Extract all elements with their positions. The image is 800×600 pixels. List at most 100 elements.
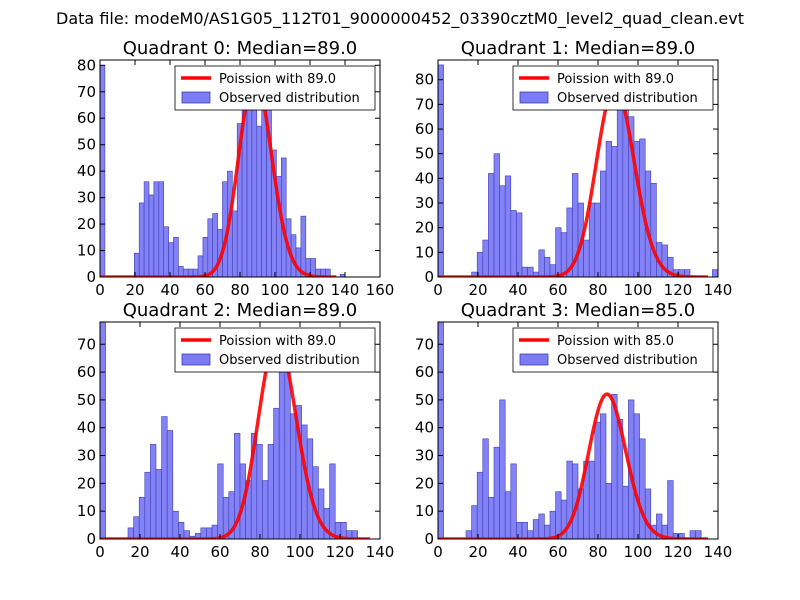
x-tick-label: 0 xyxy=(433,543,443,561)
y-tick-label: 80 xyxy=(77,56,96,74)
histogram-bar xyxy=(644,488,652,539)
y-tick-label: 40 xyxy=(415,419,434,437)
histogram-bar xyxy=(256,444,263,539)
histogram-bar xyxy=(351,530,358,539)
histogram-bar xyxy=(504,491,512,539)
histogram-bar xyxy=(510,210,517,277)
histogram-bar xyxy=(158,181,165,277)
histogram-bar xyxy=(153,181,160,277)
legend-poisson-label: Poission with 89.0 xyxy=(219,334,336,349)
x-tick-label: 100 xyxy=(624,543,653,561)
histogram-bar xyxy=(600,413,607,539)
x-tick-label: 60 xyxy=(210,543,229,561)
x-tick-label: 20 xyxy=(468,281,487,299)
histogram-bar xyxy=(138,496,146,539)
y-tick-label: 50 xyxy=(77,136,96,154)
histogram-bar xyxy=(488,173,495,277)
y-tick-label: 20 xyxy=(415,219,434,237)
legend-observed-label: Observed distribution xyxy=(219,91,360,106)
chart-title: Quadrant 1: Median=89.0 xyxy=(461,38,696,59)
axes-frame xyxy=(99,321,381,540)
x-tick-label: 100 xyxy=(624,281,653,299)
histogram-bar xyxy=(622,485,629,539)
legend: Poission with 89.0 Observed distribution xyxy=(174,65,376,111)
histogram-bar xyxy=(695,530,702,539)
x-tick-label: 100 xyxy=(286,543,315,561)
y-tick-label: 50 xyxy=(415,391,434,409)
y-tick-label: 30 xyxy=(415,447,434,465)
histogram-bar xyxy=(329,463,336,539)
histogram-bar xyxy=(318,488,325,539)
histogram-bar xyxy=(650,182,657,277)
x-tick-label: 120 xyxy=(664,281,693,299)
chart-panel-2: 0 20 40 60 80 100 120 140 0 10 20 30 40 50 60 70 Quadran… xyxy=(77,300,394,561)
histogram-bar xyxy=(148,194,155,277)
y-tick-label: 50 xyxy=(415,145,434,163)
legend: Poission with 85.0 Observed distribution xyxy=(512,327,714,373)
histogram-bar xyxy=(476,471,484,539)
histogram-bar xyxy=(521,522,528,539)
x-tick-label: 160 xyxy=(366,281,395,299)
legend-poisson-label: Poission with 89.0 xyxy=(557,72,674,87)
chart-title: Quadrant 2: Median=89.0 xyxy=(123,300,358,321)
histogram-bar xyxy=(482,438,489,539)
histogram-bar xyxy=(438,64,444,277)
histogram-bar xyxy=(555,227,562,277)
histogram-bar xyxy=(197,255,204,277)
y-tick-label: 0 xyxy=(86,268,96,286)
histogram-bar xyxy=(300,215,307,277)
y-tick-label: 70 xyxy=(77,335,96,353)
histogram-bar xyxy=(549,510,556,539)
y-tick-label: 40 xyxy=(77,162,96,180)
x-tick-label: 140 xyxy=(331,281,360,299)
x-tick-label: 0 xyxy=(95,281,105,299)
legend-observed-label: Observed distribution xyxy=(219,353,360,368)
histogram-bar xyxy=(594,421,601,539)
chart-panel-1: 0 20 40 60 80 100 120 140 0 10 20 30 40 50 60 70 80 Quadr… xyxy=(415,38,732,299)
histogram-bar xyxy=(510,463,517,539)
x-tick-label: 140 xyxy=(366,543,395,561)
bars-group xyxy=(438,322,709,539)
legend-observed-label: Observed distribution xyxy=(557,91,698,106)
histogram-bar xyxy=(488,496,495,539)
bars-group xyxy=(438,64,718,277)
figure-suptitle: Data file: modeM0/AS1G05_112T01_90000004… xyxy=(56,9,744,29)
histogram-bar xyxy=(217,463,224,539)
legend-poisson-label: Poission with 89.0 xyxy=(219,72,336,87)
histogram-bar xyxy=(138,202,145,277)
histogram-bar xyxy=(516,522,523,539)
histogram-bar xyxy=(256,125,262,277)
histogram-bar xyxy=(611,146,618,277)
x-tick-label: 140 xyxy=(704,543,733,561)
x-tick-label: 80 xyxy=(230,281,249,299)
y-tick-label: 40 xyxy=(77,419,96,437)
histogram-bar xyxy=(493,153,500,277)
histogram-bar xyxy=(168,242,174,277)
x-tick-label: 60 xyxy=(195,281,214,299)
histogram-bar xyxy=(310,258,316,277)
histogram-bar xyxy=(588,202,596,277)
x-tick-label: 140 xyxy=(704,281,733,299)
histogram-bar xyxy=(482,239,489,277)
histogram-bar xyxy=(163,226,169,277)
y-tick-label: 80 xyxy=(415,71,434,89)
y-tick-label: 40 xyxy=(415,169,434,187)
x-tick-label: 120 xyxy=(326,543,355,561)
histogram-bar xyxy=(583,239,590,277)
histogram-bar xyxy=(678,533,685,539)
x-tick-label: 100 xyxy=(261,281,290,299)
y-tick-label: 0 xyxy=(424,268,434,286)
histogram-bar xyxy=(538,513,545,539)
x-tick-label: 40 xyxy=(508,543,527,561)
y-tick-label: 20 xyxy=(415,474,434,492)
histogram-bar xyxy=(273,407,280,539)
histogram-bar xyxy=(639,438,646,539)
x-tick-label: 40 xyxy=(160,281,179,299)
histogram-bar xyxy=(178,522,185,539)
y-tick-label: 20 xyxy=(77,215,96,233)
y-tick-label: 0 xyxy=(424,530,434,548)
histogram-bar xyxy=(232,210,238,277)
histogram-bar xyxy=(493,446,500,539)
histogram-bar xyxy=(532,519,540,539)
